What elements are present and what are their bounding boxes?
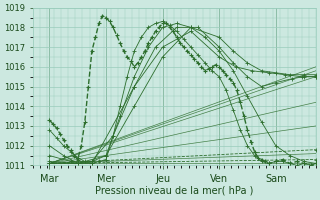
X-axis label: Pression niveau de la mer( hPa ): Pression niveau de la mer( hPa ) <box>95 186 253 196</box>
